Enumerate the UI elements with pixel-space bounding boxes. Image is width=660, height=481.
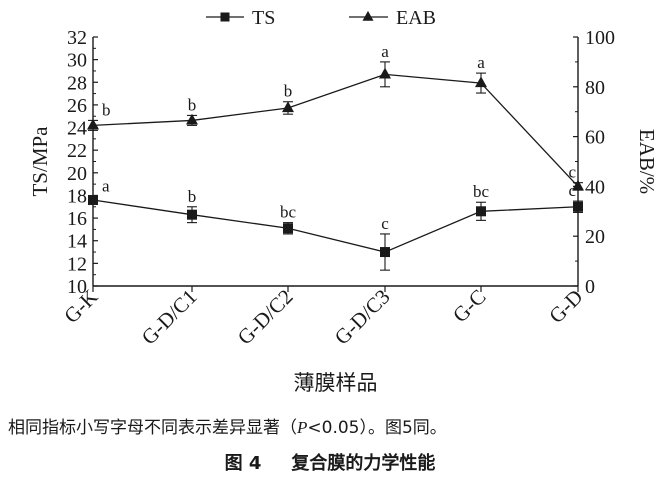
data-point-eab	[282, 101, 294, 113]
right-axis-title: EAB/%	[635, 129, 659, 194]
data-point-ts	[380, 247, 390, 258]
right-tick-label: 40	[585, 176, 605, 198]
left-tick-label: 26	[67, 95, 87, 117]
data-point-ts	[187, 209, 197, 220]
significance-label: bc	[280, 203, 297, 222]
left-tick-label: 18	[67, 185, 87, 207]
left-tick-label: 12	[67, 253, 87, 275]
right-tick-label: 60	[585, 127, 605, 149]
legend-marker-ts	[220, 12, 230, 22]
left-tick-label: 10	[67, 276, 87, 298]
series-line-eab	[92, 73, 579, 187]
left-tick-label: 32	[67, 27, 87, 49]
x-tick-label: G-D/C2	[233, 285, 298, 350]
significance-label: b	[188, 95, 197, 114]
caption-title: 复合膜的力学性能	[291, 453, 436, 474]
significance-label: c	[568, 181, 576, 200]
data-point-ts	[573, 201, 583, 212]
caption-number: 图 4	[224, 453, 262, 474]
significance-label: c	[568, 163, 576, 182]
legend-marker-eab	[362, 10, 374, 21]
left-tick-label: 24	[67, 118, 87, 140]
note-text-end: <0.05）。图5同。	[307, 418, 447, 438]
data-point-ts	[476, 206, 486, 217]
note-text: 相同指标小写字母不同表示差异显著（	[8, 418, 297, 438]
figure-note: 相同指标小写字母不同表示差异显著（P<0.05）。图5同。	[8, 413, 447, 438]
significance-label: bc	[473, 182, 490, 201]
x-axis-title: 薄膜样品	[294, 371, 378, 395]
data-point-eab	[186, 113, 198, 125]
left-tick-label: 14	[67, 231, 87, 253]
significance-label: b	[188, 187, 197, 206]
significance-label: b	[102, 100, 111, 119]
x-tick-label: G-C	[448, 285, 491, 328]
legend-label-ts: TS	[252, 7, 275, 29]
right-tick-label: 0	[585, 276, 595, 298]
data-point-eab	[87, 118, 99, 130]
right-tick-label: 100	[585, 27, 615, 49]
x-tick-label: G-D/C3	[330, 285, 395, 350]
figure-caption: 图 4 复合膜的力学性能	[0, 449, 660, 475]
legend-label-eab: EAB	[396, 7, 436, 29]
left-tick-label: 30	[67, 50, 87, 72]
data-point-ts	[283, 223, 293, 234]
series-line-ts	[92, 199, 579, 253]
data-point-eab	[475, 76, 487, 88]
data-point-eab	[379, 67, 391, 79]
x-tick-label: G-D/C1	[137, 285, 202, 350]
left-tick-label: 20	[67, 163, 87, 185]
significance-label: a	[477, 53, 485, 72]
left-tick-label: 22	[67, 140, 87, 162]
note-p-symbol: P	[297, 418, 308, 437]
left-axis-title: TS/MPa	[28, 126, 52, 197]
significance-label: b	[284, 82, 293, 101]
significance-label: a	[102, 177, 110, 196]
left-tick-label: 16	[67, 208, 87, 230]
left-tick-label: 28	[67, 72, 87, 94]
data-point-eab	[572, 179, 584, 191]
x-tick-label: G-D	[544, 285, 587, 328]
significance-label: a	[381, 42, 389, 61]
x-tick-label: G-K	[59, 285, 102, 328]
significance-label: c	[381, 214, 389, 233]
data-point-ts	[88, 194, 98, 205]
right-tick-label: 80	[585, 77, 605, 99]
right-tick-label: 20	[585, 226, 605, 248]
